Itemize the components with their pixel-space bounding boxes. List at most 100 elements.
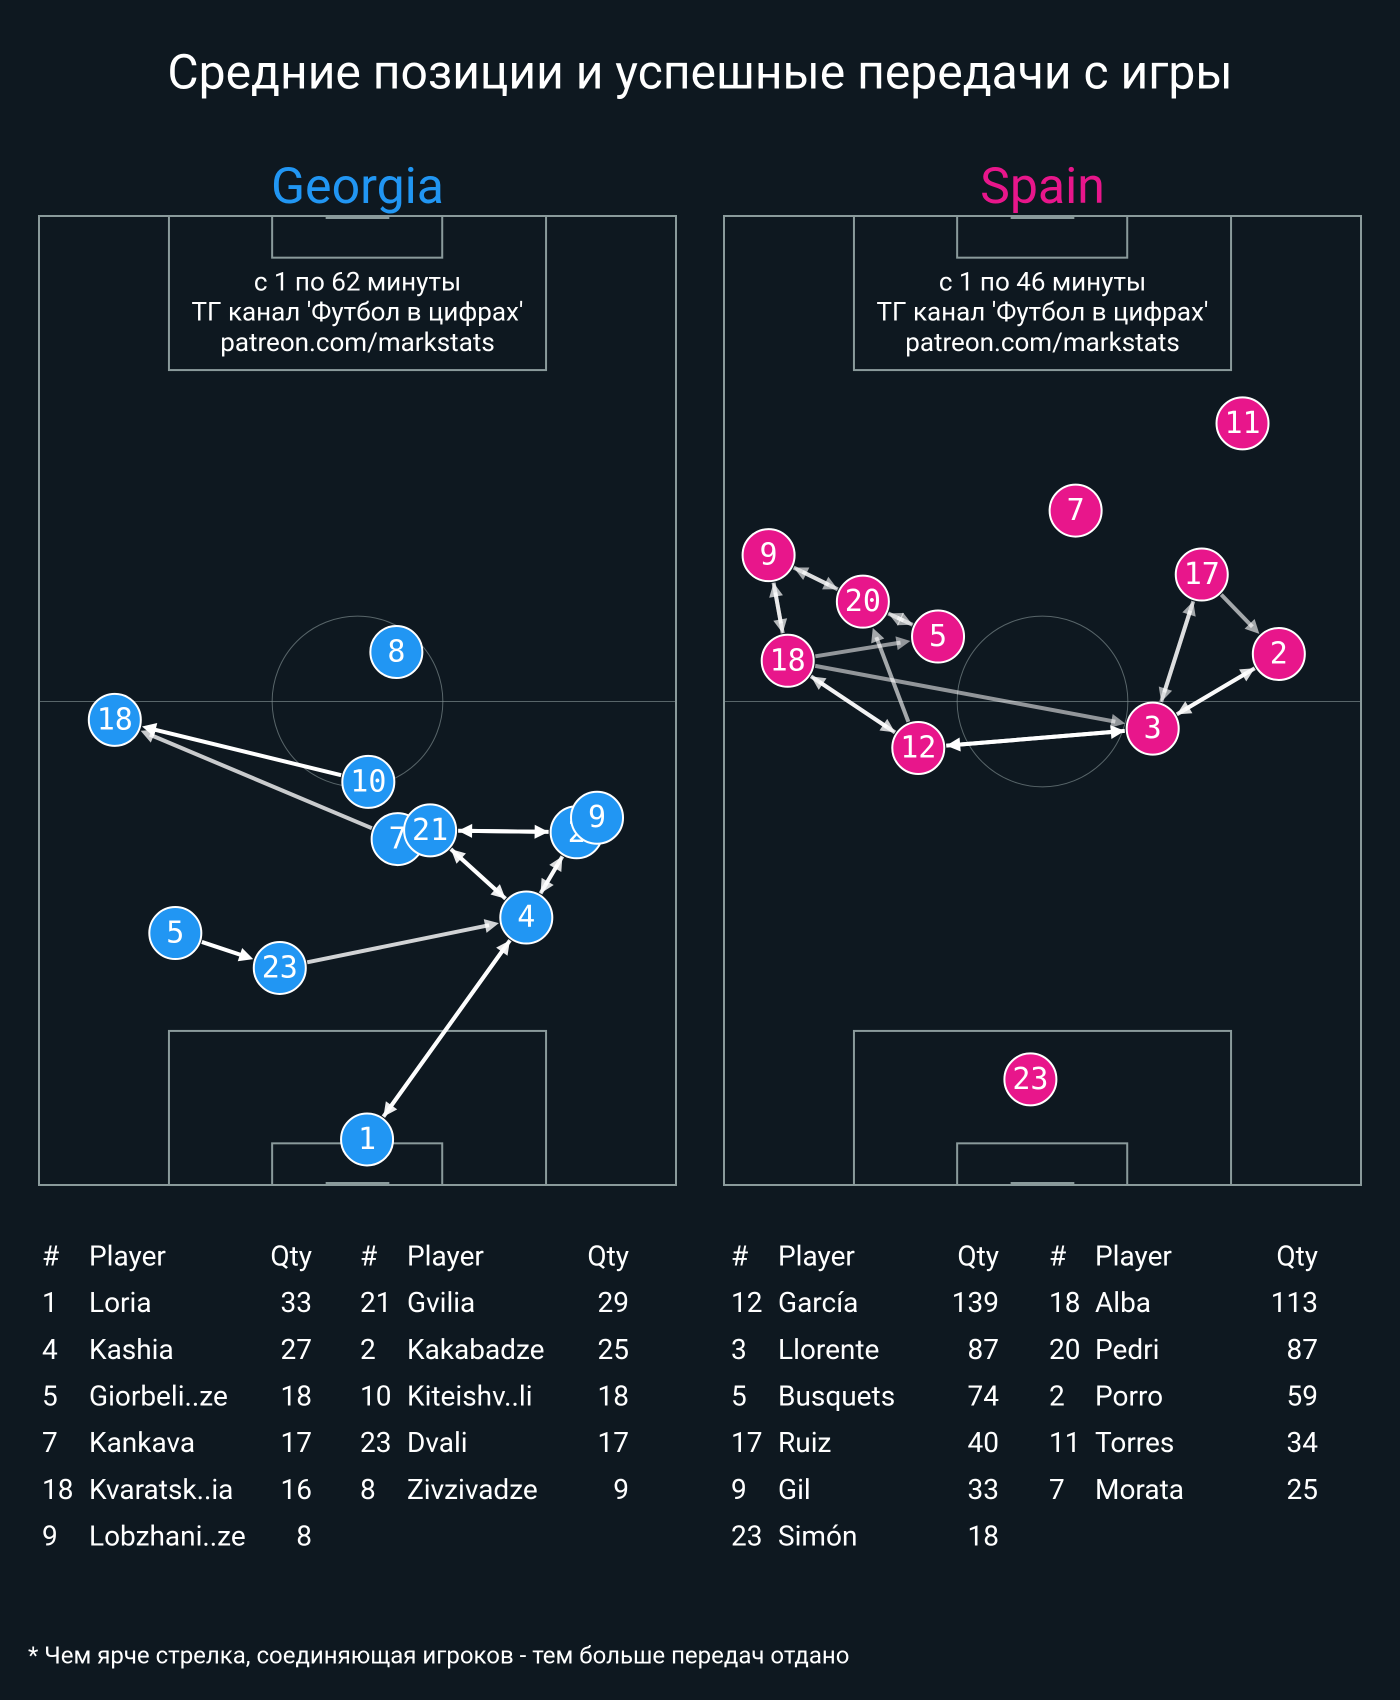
player-number: 1 — [358, 1122, 376, 1157]
table-cell: 17 — [281, 1426, 312, 1459]
pitch — [38, 215, 677, 1187]
table-header: Qty — [587, 1239, 629, 1272]
table-cell: 87 — [968, 1333, 999, 1366]
info-text: ТГ канал 'Футбол в цифрах' — [877, 298, 1209, 328]
table-cell: 74 — [968, 1379, 1000, 1412]
table-cell: 10 — [360, 1379, 391, 1412]
arrow-head — [458, 823, 473, 838]
pitch — [723, 215, 1362, 1187]
pass-arrow — [809, 674, 888, 729]
table-cell: Morata — [1095, 1473, 1184, 1506]
player-marker — [1003, 1052, 1058, 1107]
player-marker — [341, 754, 396, 809]
arrow-head — [450, 849, 466, 864]
player-marker — [403, 803, 458, 858]
table-cell: Torres — [1095, 1426, 1174, 1459]
info-text: patreon.com/markstats — [220, 328, 495, 358]
table-cell: 18 — [281, 1379, 312, 1412]
page-title: Средние позиции и успешные передачи с иг… — [167, 44, 1232, 101]
arrow-head — [540, 877, 554, 894]
player-marker — [1125, 701, 1180, 756]
table-cell: 9 — [42, 1520, 58, 1553]
table-header: # — [731, 1239, 748, 1272]
table-cell: 2 — [1049, 1379, 1065, 1412]
pitch-outline — [38, 215, 677, 1186]
table-cell: 9 — [613, 1473, 629, 1506]
table-cell: Gvilia — [407, 1286, 475, 1319]
pass-arrow — [306, 923, 490, 965]
player-marker — [741, 528, 796, 583]
info-text: patreon.com/markstats — [905, 328, 1180, 358]
table-header: # — [360, 1239, 377, 1272]
table-cell: 17 — [731, 1426, 762, 1459]
table-cell: 21 — [360, 1286, 391, 1319]
table-cell: Pedri — [1095, 1333, 1159, 1366]
player-marker — [499, 890, 554, 945]
table-cell: 8 — [296, 1520, 312, 1553]
player-number: 9 — [760, 538, 778, 573]
arrow-head — [879, 718, 896, 733]
table-cell: Gil — [778, 1473, 811, 1506]
table-cell: 87 — [1287, 1333, 1318, 1366]
player-number: 12 — [900, 730, 936, 765]
player-number: 23 — [262, 950, 298, 985]
info-text: с 1 по 46 минуты — [939, 268, 1146, 298]
arrow-head — [769, 582, 783, 598]
table-cell: Simón — [778, 1520, 857, 1553]
pass-arrow — [1159, 610, 1193, 703]
table-cell: Kashia — [89, 1333, 174, 1366]
player-number: 23 — [1012, 1062, 1048, 1097]
six-yard-box — [956, 1142, 1129, 1187]
table-cell: 5 — [731, 1379, 747, 1412]
player-marker — [835, 574, 890, 629]
player-number: 7 — [389, 822, 407, 857]
pass-arrow — [543, 855, 565, 886]
table-cell: 27 — [281, 1333, 312, 1366]
info-text: ТГ канал 'Футбол в цифрах' — [192, 298, 524, 328]
table-cell: Llorente — [778, 1333, 879, 1366]
table-cell: 4 — [42, 1333, 58, 1366]
player-marker — [1215, 396, 1270, 451]
player-marker — [1174, 547, 1229, 602]
table-header: # — [42, 1239, 59, 1272]
six-yard-box — [956, 215, 1129, 259]
table-cell: 3 — [731, 1333, 747, 1366]
player-marker — [760, 633, 815, 688]
table-cell: 59 — [1287, 1379, 1318, 1412]
pass-arrow — [149, 732, 373, 831]
arrow-head — [895, 636, 911, 651]
table-cell: 18 — [42, 1473, 73, 1506]
table-header: Player — [778, 1239, 855, 1272]
table-cell: Busquets — [778, 1379, 895, 1412]
pass-arrow — [201, 940, 245, 958]
player-marker — [891, 720, 946, 775]
table-header: Qty — [270, 1239, 312, 1272]
player-number: 5 — [929, 619, 947, 654]
player-number: 10 — [350, 764, 386, 799]
player-number: 20 — [845, 584, 881, 619]
table-cell: 18 — [598, 1379, 629, 1412]
table-header: Qty — [1276, 1239, 1318, 1272]
pass-arrow — [387, 939, 512, 1110]
table-cell: 9 — [731, 1473, 747, 1506]
arrow-head — [483, 919, 499, 933]
player-marker — [1048, 483, 1103, 538]
table-header: Qty — [957, 1239, 999, 1272]
table-cell: 25 — [598, 1333, 629, 1366]
table-cell: Ruiz — [778, 1426, 831, 1459]
center-circle — [956, 615, 1129, 788]
pass-arrow — [151, 726, 342, 778]
table-cell: Dvali — [407, 1426, 468, 1459]
arrow-head — [383, 1101, 398, 1117]
arrow-head — [871, 627, 885, 644]
arrow-head — [1182, 601, 1196, 617]
pass-arrow — [1219, 593, 1254, 629]
table-cell: 16 — [281, 1473, 312, 1506]
pass-arrow — [468, 828, 549, 834]
table-header: Player — [407, 1239, 484, 1272]
table-cell: 11 — [1049, 1426, 1080, 1459]
pass-arrow — [1184, 666, 1256, 711]
pass-arrow — [955, 728, 1125, 747]
table-cell: Kiteishv..li — [407, 1379, 533, 1412]
table-cell: 40 — [968, 1426, 999, 1459]
